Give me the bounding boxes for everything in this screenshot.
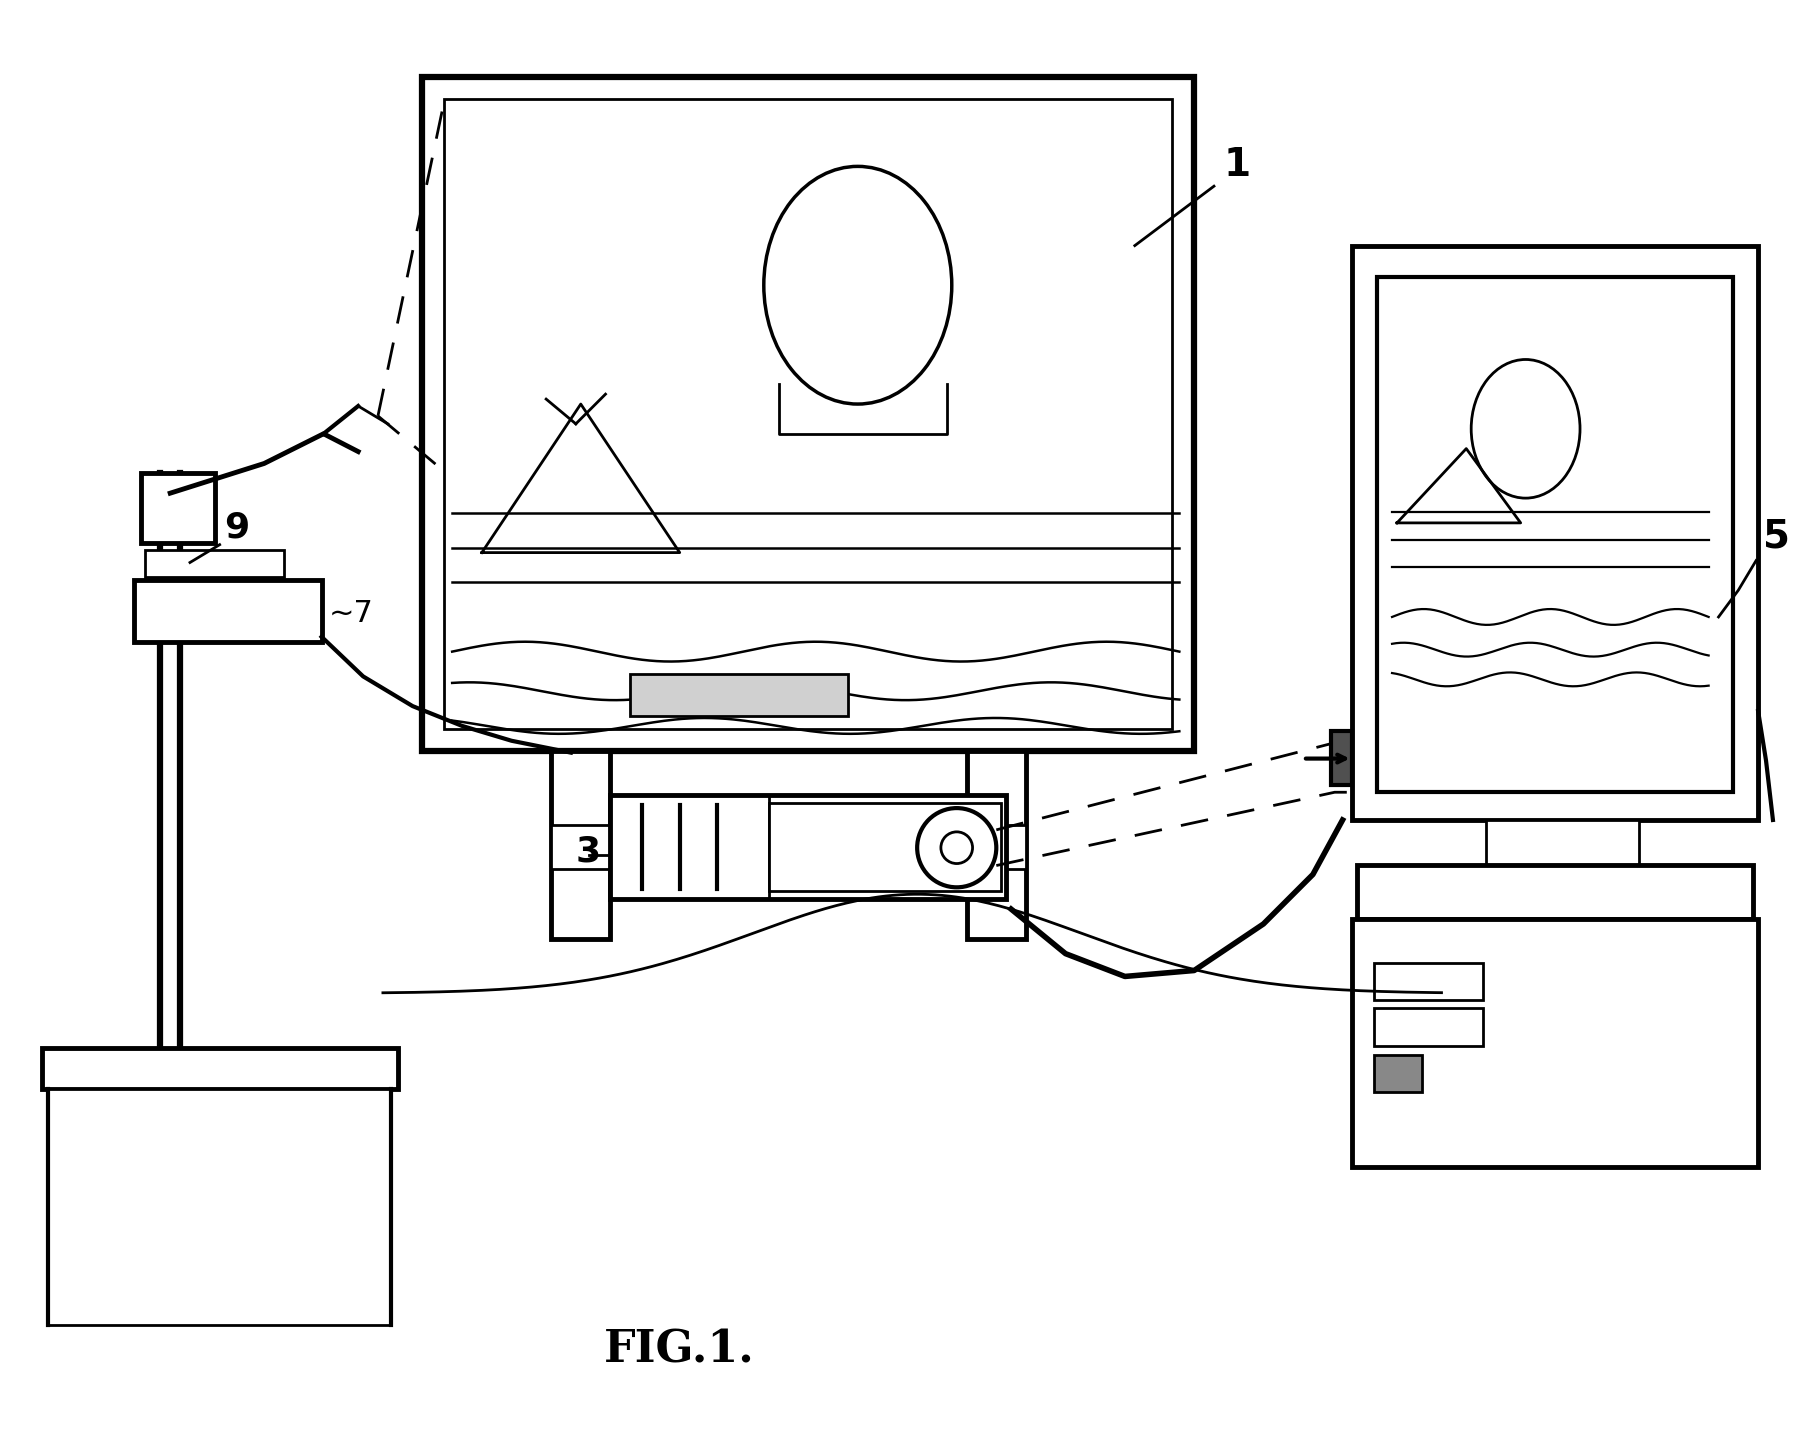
Bar [1377, 278, 1733, 793]
Bar [41, 1047, 398, 1089]
Bar [552, 751, 611, 939]
Bar [611, 796, 1006, 899]
Bar [133, 581, 321, 641]
Bar [1331, 731, 1352, 786]
Bar [146, 550, 283, 577]
Bar [49, 1089, 391, 1325]
Circle shape [918, 809, 997, 887]
Bar [552, 824, 1026, 870]
Bar [1352, 919, 1758, 1166]
Text: 5: 5 [1763, 518, 1790, 555]
Bar [1358, 864, 1753, 919]
Text: ~7: ~7 [328, 600, 373, 628]
Bar [444, 99, 1172, 728]
Bar [1486, 820, 1639, 864]
Bar [1374, 1055, 1423, 1092]
Text: 9: 9 [225, 511, 251, 545]
Text: 3: 3 [575, 834, 600, 869]
Bar [141, 474, 215, 542]
Bar [631, 674, 847, 716]
Text: 1: 1 [1224, 146, 1251, 185]
Bar [1352, 246, 1758, 820]
Bar [966, 751, 1026, 939]
Bar [1374, 963, 1484, 1000]
Bar [1374, 1007, 1484, 1046]
Bar [768, 803, 1001, 892]
Text: FIG.1.: FIG.1. [604, 1328, 755, 1371]
Bar [422, 77, 1194, 751]
Circle shape [941, 831, 972, 863]
